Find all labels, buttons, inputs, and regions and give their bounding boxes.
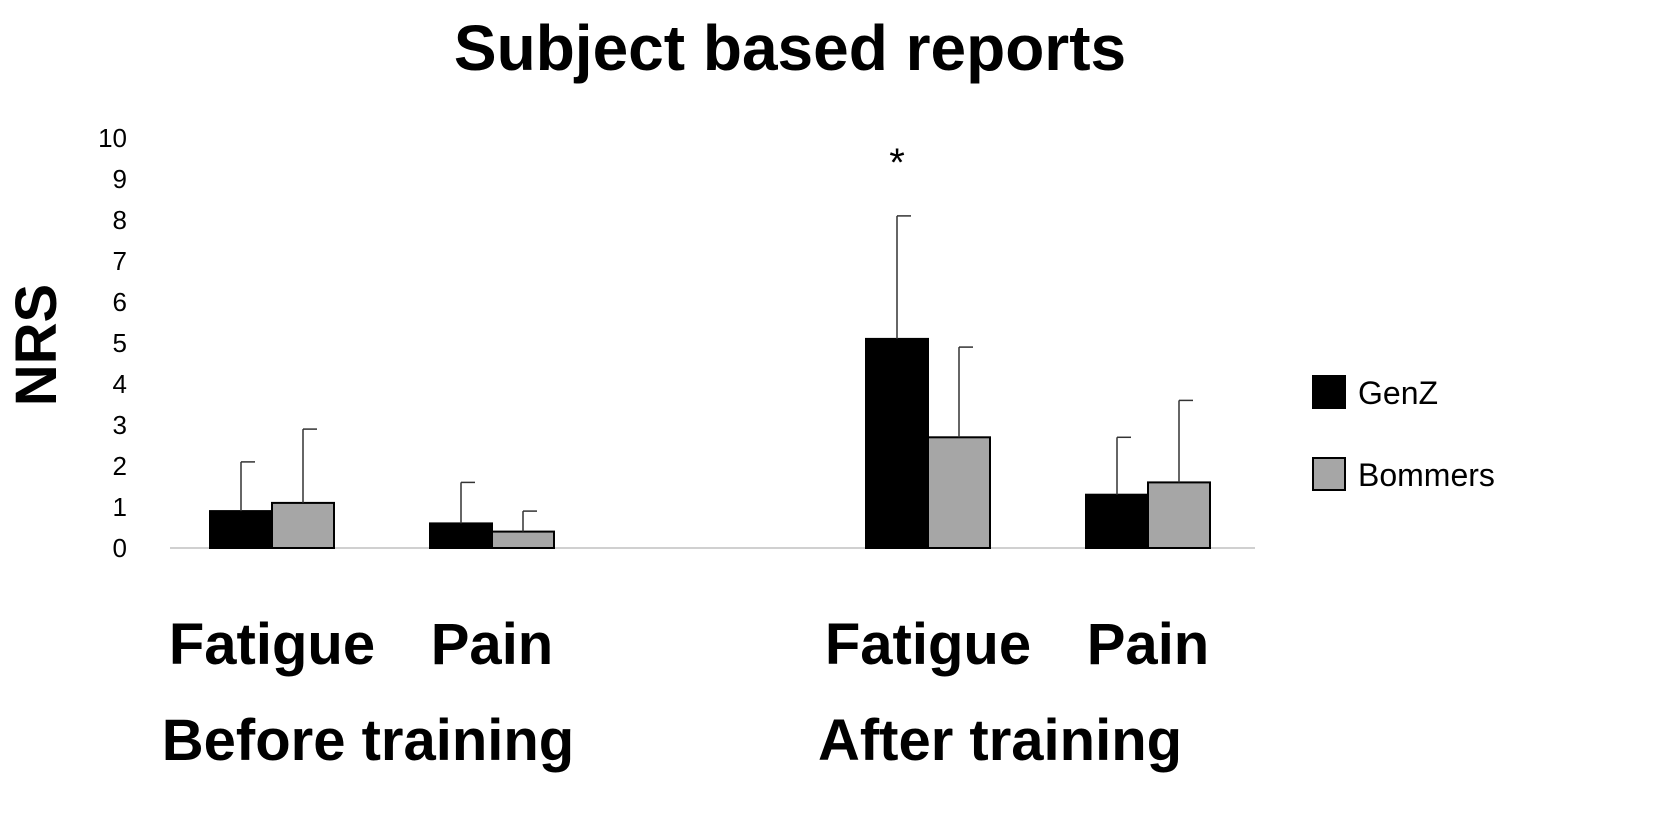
error-bar-genz-2 [896, 215, 911, 339]
bars [209, 337, 1211, 550]
error-bar-bommers-0 [302, 428, 317, 503]
legend-swatch [1312, 375, 1346, 409]
group-label-0: Before training [162, 708, 575, 773]
y-tick-label: 0 [113, 533, 127, 563]
y-tick-label: 3 [113, 410, 127, 440]
bar-genz-2 [865, 337, 929, 549]
error-bar-bommers-2 [958, 346, 973, 438]
group-labels: Before training After training [162, 708, 1182, 773]
bar-genz-1 [429, 522, 493, 550]
error-bar-genz-3 [1116, 436, 1131, 495]
significance-marker: * [889, 141, 905, 185]
y-tick-label: 2 [113, 451, 127, 481]
bar-bommers-0 [271, 501, 335, 549]
bar-bommers-3 [1147, 481, 1211, 549]
error-bar-bommers-3 [1178, 399, 1193, 483]
legend-item-bommers: Bommers [1312, 457, 1495, 493]
legend-label: Bommers [1358, 457, 1495, 493]
y-tick-label: 1 [113, 492, 127, 522]
group-label-1: After training [818, 708, 1182, 773]
legend-item-genz: GenZ [1312, 375, 1438, 411]
category-labels: Fatigue Pain Fatigue Pain [169, 612, 1209, 677]
annotations: * [889, 141, 905, 185]
category-label-0: Fatigue [169, 612, 375, 677]
error-bars [240, 215, 1193, 532]
y-axis-label: NRS [4, 284, 69, 406]
y-tick-label: 8 [113, 205, 127, 235]
category-label-3: Pain [1087, 612, 1210, 677]
y-tick-label: 10 [98, 123, 127, 153]
category-label-1: Pain [431, 612, 554, 677]
y-tick-labels: 0 1 2 3 4 5 6 7 8 9 10 [98, 123, 127, 563]
bar-genz-0 [209, 510, 273, 550]
legend: GenZ Bommers [1312, 375, 1495, 493]
y-tick-label: 6 [113, 287, 127, 317]
y-tick-label: 9 [113, 164, 127, 194]
legend-swatch [1312, 457, 1346, 491]
bar-bommers-2 [927, 436, 991, 549]
legend-label: GenZ [1358, 375, 1438, 411]
y-tick-label: 7 [113, 246, 127, 276]
chart-title: Subject based reports [454, 12, 1126, 84]
y-tick-label: 5 [113, 328, 127, 358]
category-label-2: Fatigue [825, 612, 1031, 677]
bar-genz-3 [1085, 493, 1149, 550]
error-bar-genz-1 [460, 481, 475, 524]
y-tick-label: 4 [113, 369, 127, 399]
error-bar-bommers-1 [522, 510, 537, 532]
error-bar-genz-0 [240, 461, 255, 512]
bar-bommers-1 [491, 530, 555, 549]
